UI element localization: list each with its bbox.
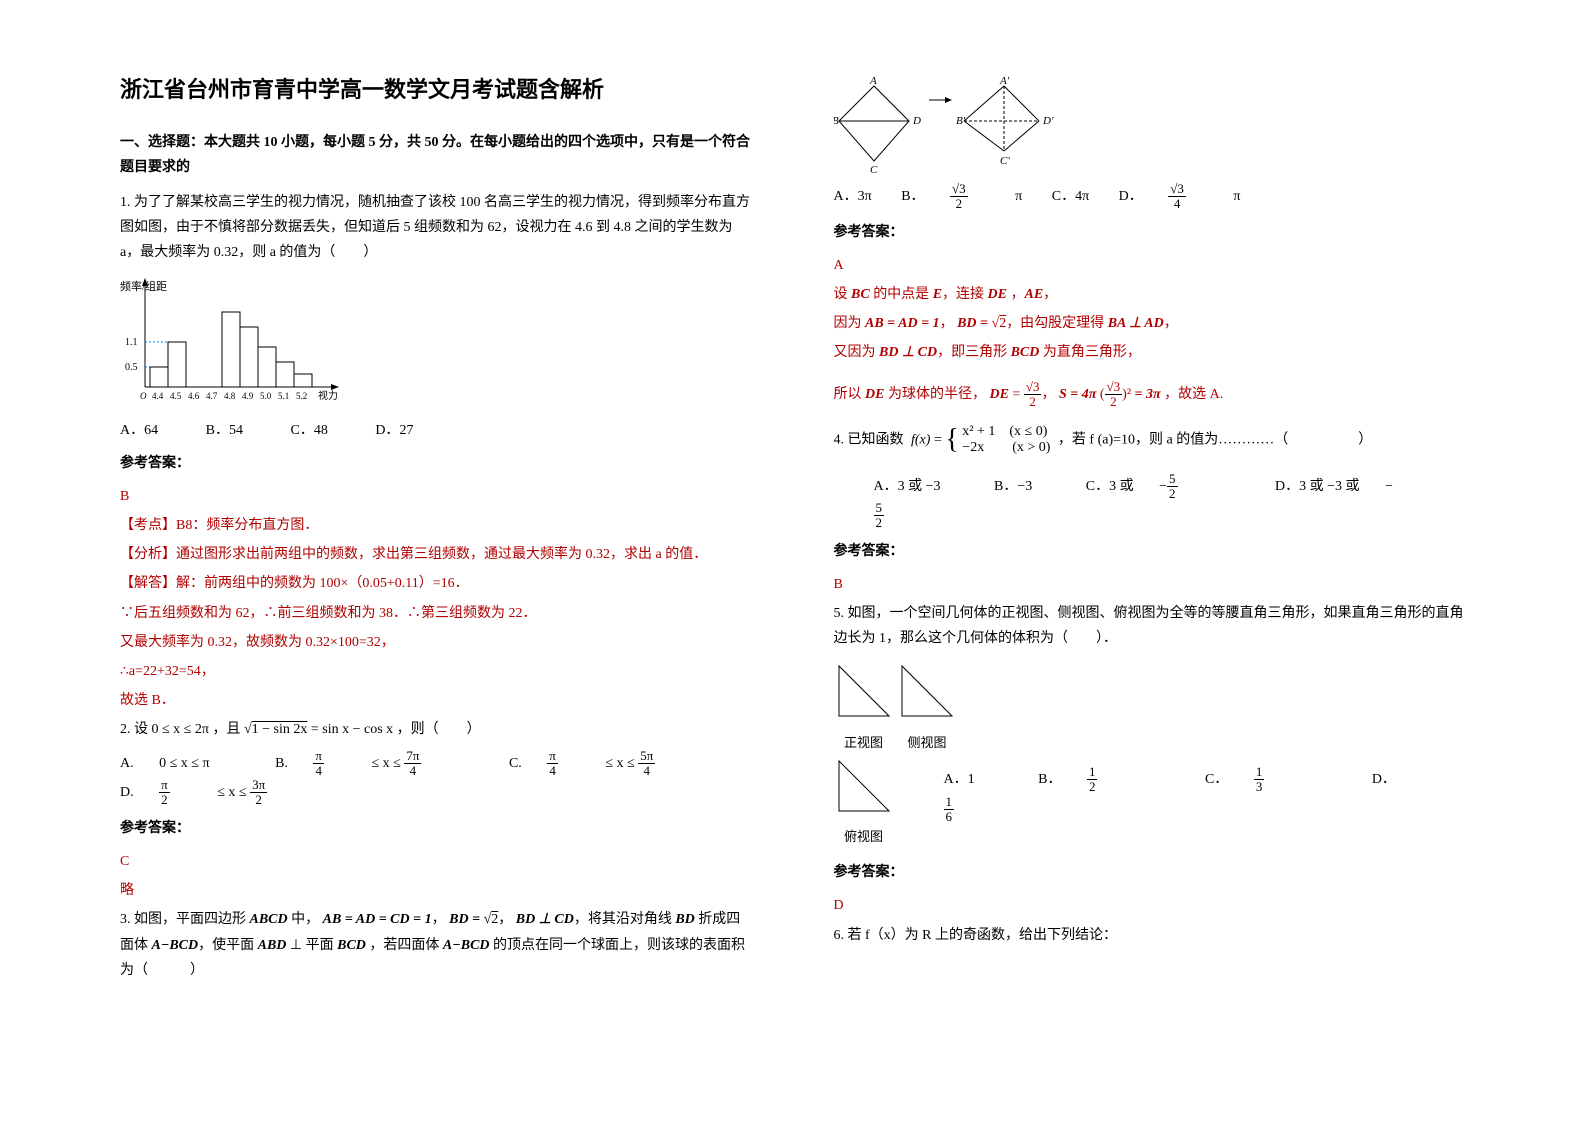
- q1-opt-b: B．54: [206, 423, 265, 438]
- q2-choices: A. 0 ≤ x ≤ π B. π4 ≤ x ≤ 7π4 C. π4 ≤ x ≤…: [120, 749, 754, 808]
- q1-jd-2: 又最大频率为 0.32，故频数为 0.32×100=32，: [120, 630, 754, 655]
- q1-stem: 1. 为了了解某校高三学生的视力情况，随机抽查了该校 100 名高三学生的视力情…: [120, 190, 754, 266]
- q5-opt-d: D． 16: [944, 772, 1418, 817]
- q2-answer: C: [120, 849, 754, 874]
- q4-stem: 4. 已知函数 f(x) = { x² + 1 (x ≤ 0) −2x (x >…: [834, 415, 1468, 465]
- q3-diagram: A B C D A' B' C' D': [834, 76, 1468, 176]
- q1-choices: A．64 B．54 C．48 D．27: [120, 418, 754, 443]
- q3-opt-d: D． √34 π: [1119, 189, 1241, 204]
- svg-text:5.1: 5.1: [278, 391, 289, 401]
- q3-opt-a: A．3π: [834, 189, 872, 204]
- page-title: 浙江省台州市育青中学高一数学文月考试题含解析: [120, 70, 754, 110]
- q2-stem: 2. 设 0 ≤ x ≤ 2π ，且 √1 − sin 2x = sin x −…: [120, 717, 754, 742]
- q1-fenxi: 【分析】通过图形求出前两组中的频数，求出第三组频数，通过最大频率为 0.32，求…: [120, 542, 754, 567]
- section-1-heading: 一、选择题：本大题共 10 小题，每小题 5 分，共 50 分。在每小题给出的四…: [120, 130, 754, 180]
- q4-opt-c: C．3 或 −52: [1086, 479, 1225, 494]
- q1-jd-0: 【解答】解：前两组中的频数为 100×（0.05+0.11）=16．: [120, 571, 754, 596]
- svg-text:4.8: 4.8: [224, 391, 236, 401]
- svg-text:A': A': [999, 76, 1010, 87]
- svg-text:4.6: 4.6: [188, 391, 200, 401]
- hist-ylabel: 频率/组距: [120, 279, 167, 293]
- svg-text:5.2: 5.2: [296, 391, 307, 401]
- q4-answer-label: 参考答案：: [834, 539, 1468, 564]
- q1-opt-a: A．64: [120, 423, 180, 438]
- svg-text:D': D': [1042, 115, 1054, 127]
- svg-text:4.9: 4.9: [242, 391, 254, 401]
- q2-opt-b: B. π4 ≤ x ≤ 7π4: [275, 756, 469, 771]
- q6-stem: 6. 若 f（x）为 R 上的奇函数，给出下列结论：: [834, 923, 1468, 948]
- svg-text:B: B: [834, 115, 839, 127]
- q4-choices: A．3 或 −3 B．−3 C．3 或 −52 D．3 或 −3 或 −52: [834, 472, 1468, 531]
- q3-sol-2: 因为 AB = AD = 1， BD = √2，由勾股定理得 BA ⊥ AD，: [834, 311, 1468, 336]
- hist-ref-1: 1.1: [125, 337, 138, 348]
- q3-sol-3: 又因为 BD ⊥ CD，即三角形 BCD 为直角三角形，: [834, 340, 1468, 365]
- q5-opt-c: C． 13: [1205, 772, 1308, 787]
- q3-stem: 3. 如图，平面四边形 ABCD 中， AB = AD = CD = 1， BD…: [120, 907, 754, 983]
- top-view: [834, 756, 894, 816]
- q3-answer-label: 参考答案：: [834, 220, 1468, 245]
- q2-lue: 略: [120, 878, 754, 903]
- q5-opt-a: A．1: [944, 772, 975, 787]
- q3-opt-c: C．4π: [1052, 189, 1089, 204]
- q5-views: 正视图 侧视图 俯视图 A．1 B． 12 C． 13 D． 16: [834, 661, 1468, 850]
- q2-opt-d: D. π2 ≤ x ≤ 3π2: [120, 785, 311, 800]
- q1-jd-3: ∴a=22+32=54，: [120, 659, 754, 684]
- q1-jd-4: 故选 B．: [120, 688, 754, 713]
- q5-stem: 5. 如图，一个空间几何体的正视图、侧视图、俯视图为全等的等腰直角三角形，如果直…: [834, 601, 1468, 651]
- right-column: A B C D A' B' C' D' A．3π B． √32 π C．4π D…: [794, 70, 1488, 1092]
- svg-text:A: A: [869, 76, 877, 87]
- svg-text:O: O: [140, 391, 147, 401]
- q1-answer-label: 参考答案：: [120, 451, 754, 476]
- q5-answer: D: [834, 893, 1468, 918]
- q5-opt-b: B． 12: [1038, 772, 1141, 787]
- q1-histogram: 频率/组距 1.1 0.5 O 4.4 4.5 4.6 4.7 4.8 4.9 …: [120, 272, 754, 412]
- svg-text:C: C: [870, 164, 878, 176]
- q1-answer: B: [120, 484, 754, 509]
- q4-opt-a: A．3 或 −3: [874, 479, 941, 494]
- q1-opt-c: C．48: [290, 423, 349, 438]
- q4-opt-b: B．−3: [994, 479, 1032, 494]
- q3-sol-4: 所以 DE 为球体的半径， DE = √32， S = 4π (√32)² = …: [834, 380, 1468, 410]
- q2-answer-label: 参考答案：: [120, 816, 754, 841]
- q3-opt-b: B． √32 π: [901, 189, 1026, 204]
- svg-text:5.0: 5.0: [260, 391, 272, 401]
- q3-answer: A: [834, 253, 1468, 278]
- q3-sol-1: 设 BC 的中点是 E，连接 DE ，AE，: [834, 282, 1468, 307]
- q3-choices: A．3π B． √32 π C．4π D． √34 π: [834, 182, 1468, 212]
- q1-opt-d: D．27: [375, 423, 435, 438]
- q5-answer-label: 参考答案：: [834, 860, 1468, 885]
- q4-answer: B: [834, 572, 1468, 597]
- q2-opt-a: A. 0 ≤ x ≤ π: [120, 756, 232, 771]
- q5-choices: A．1 B． 12 C． 13 D． 16: [894, 765, 1468, 844]
- svg-text:4.5: 4.5: [170, 391, 182, 401]
- svg-text:C': C': [1000, 155, 1010, 167]
- side-view: [897, 661, 957, 721]
- left-column: 浙江省台州市育青中学高一数学文月考试题含解析 一、选择题：本大题共 10 小题，…: [100, 70, 794, 1092]
- svg-text:B': B': [956, 115, 966, 127]
- hist-ref-2: 0.5: [125, 362, 138, 373]
- histogram-svg: 频率/组距 1.1 0.5 O 4.4 4.5 4.6 4.7 4.8 4.9 …: [120, 272, 350, 412]
- q1-jd-1: ∵后五组频数和为 62，∴前三组频数和为 38．∴第三组频数为 22．: [120, 601, 754, 626]
- hist-xlabel: 视力: [318, 389, 338, 402]
- svg-text:4.4: 4.4: [152, 391, 164, 401]
- svg-text:D: D: [912, 115, 921, 127]
- q2-opt-c: C. π4 ≤ x ≤ 5π4: [509, 756, 699, 771]
- q1-kaodian: 【考点】B8：频率分布直方图．: [120, 513, 754, 538]
- q2-eq: √1 − sin 2x = sin x − cos x: [244, 722, 393, 737]
- svg-text:4.7: 4.7: [206, 391, 218, 401]
- front-view: [834, 661, 894, 721]
